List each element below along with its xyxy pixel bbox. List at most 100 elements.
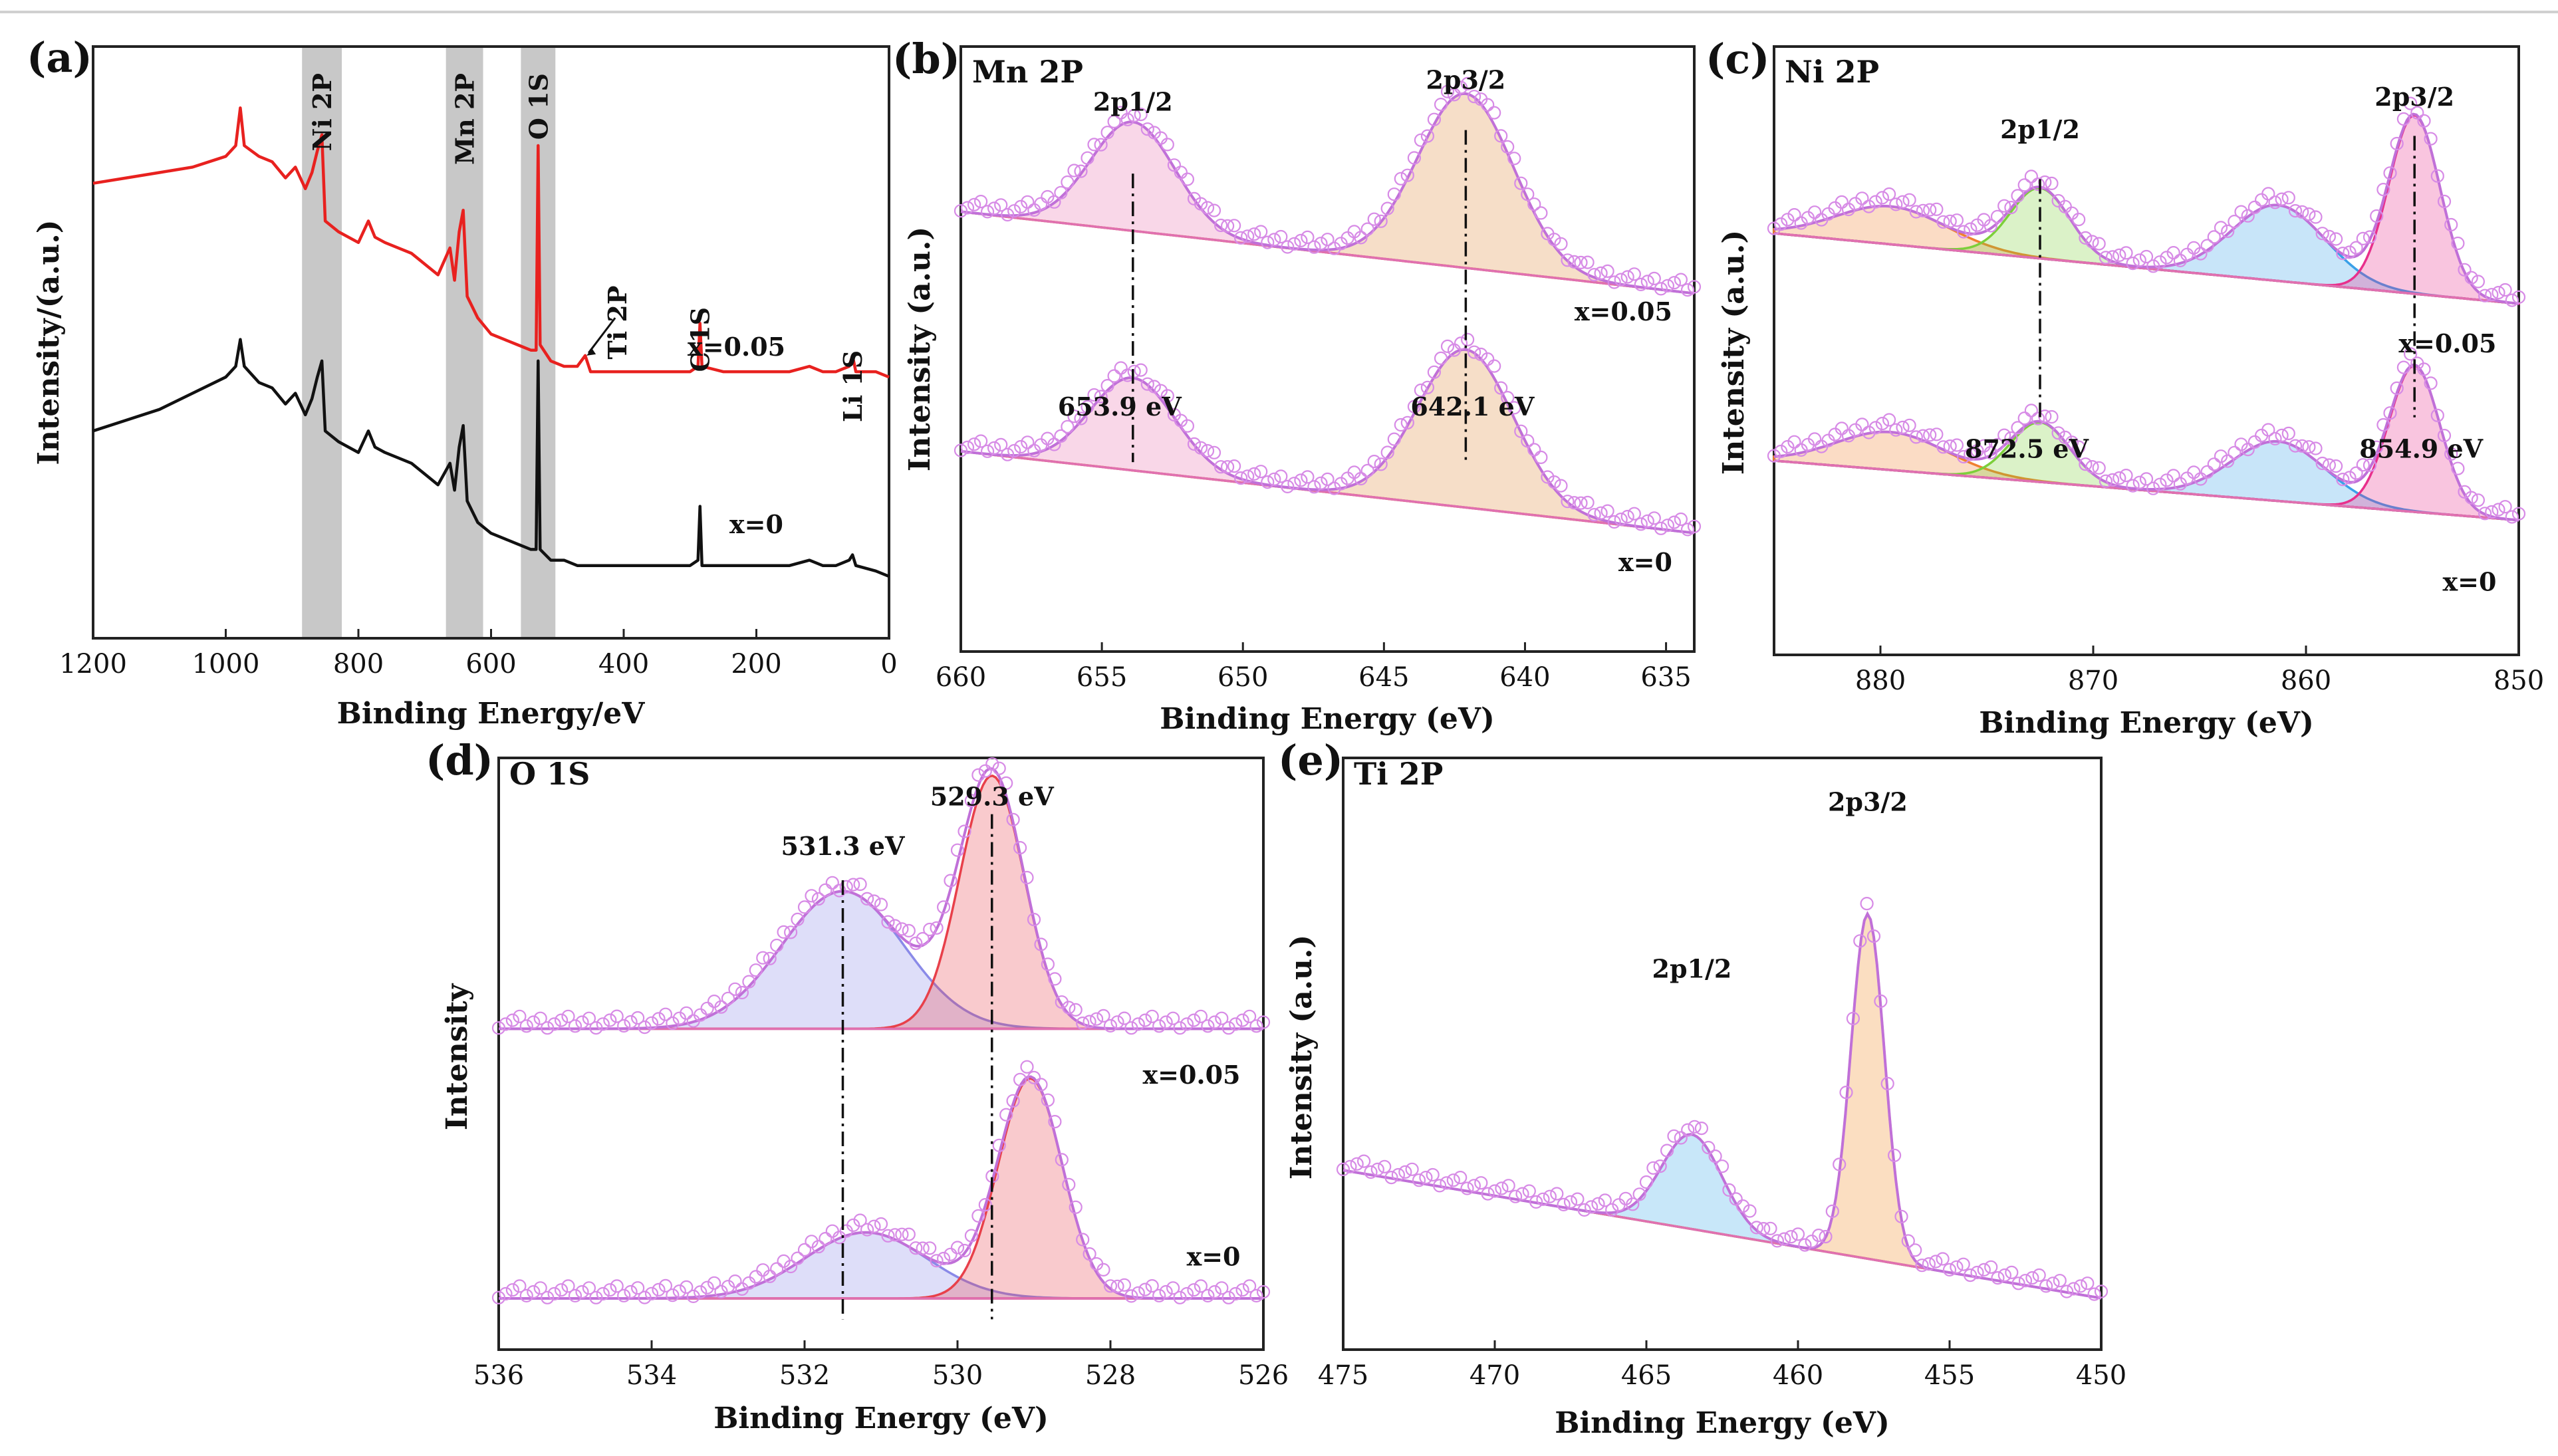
data-point	[805, 889, 819, 903]
data-point	[985, 757, 999, 771]
panel-a-annotations: Ni 2P Mn 2P O 1S Ti 2P C 1S Li 1S x=0.05 x=0	[307, 73, 868, 539]
data-point	[1875, 191, 1889, 205]
data-point	[491, 1290, 506, 1304]
data-point	[1400, 416, 1414, 429]
data-point	[561, 1279, 575, 1293]
data-point	[1014, 199, 1028, 213]
data-point	[763, 1269, 777, 1283]
data-point	[832, 884, 846, 898]
data-point	[1127, 108, 1141, 122]
fit-envelope	[499, 1075, 1263, 1300]
data-point	[1261, 235, 1275, 249]
data-point	[1067, 164, 1081, 178]
data-point	[1529, 1195, 1543, 1209]
panel-b-ticks: 660 655 650 645 640 635	[936, 642, 1692, 693]
data-point	[1534, 450, 1548, 465]
data-point	[978, 1197, 992, 1212]
data-point	[749, 963, 763, 977]
data-point	[568, 1288, 582, 1303]
data-point	[589, 1290, 603, 1304]
panel-e-ticks: 475 470 465 460 455 450	[1318, 1340, 2126, 1391]
data-point	[1076, 1016, 1090, 1031]
data-point	[2241, 209, 2255, 223]
fit-baseline	[1773, 232, 2519, 305]
data-point	[2166, 469, 2180, 483]
panel-d-letter: (d)	[426, 736, 493, 785]
data-point	[1081, 400, 1094, 414]
data-point	[2011, 189, 2025, 203]
data-point	[1055, 1153, 1069, 1167]
data-point	[2261, 187, 2275, 201]
x-tick-label: 635	[1640, 662, 1691, 693]
data-point	[1527, 443, 1541, 457]
data-point	[2322, 458, 2336, 472]
panel-d-title: O 1S	[509, 756, 590, 792]
data-point	[1808, 432, 1822, 446]
data-point	[505, 1013, 520, 1027]
x-tick-label: 536	[473, 1360, 524, 1391]
data-point	[1534, 206, 1548, 220]
data-point	[971, 1209, 985, 1223]
panel-a-ticks: 1200 1000 800 600 400 200 0	[59, 629, 898, 679]
panel-c-xlabel: Binding Energy (eV)	[1979, 706, 2314, 740]
data-point	[1527, 197, 1541, 211]
data-point	[888, 1228, 902, 1242]
data-point	[1301, 470, 1315, 484]
data-point	[1110, 1015, 1124, 1029]
data-point	[666, 1288, 680, 1302]
data-point	[1180, 1286, 1194, 1301]
data-point	[2234, 205, 2248, 219]
data-point	[1916, 203, 1930, 217]
data-point	[2505, 510, 2519, 524]
data-point	[1194, 197, 1208, 211]
data-point	[819, 1231, 832, 1246]
data-point	[1227, 459, 1241, 473]
data-point	[2099, 474, 2112, 488]
peak-label: 531.3 eV	[781, 831, 906, 861]
data-point	[1522, 1184, 1536, 1198]
data-point	[1680, 523, 1695, 537]
data-point	[644, 1286, 659, 1300]
data-point	[1743, 1204, 1757, 1218]
data-point	[1041, 957, 1055, 971]
data-point	[1936, 215, 1950, 229]
data-point	[2281, 191, 2295, 205]
data-point	[2072, 440, 2086, 454]
annotation-arrow	[587, 317, 616, 354]
data-point	[1083, 1015, 1096, 1029]
data-point	[1354, 471, 1368, 486]
data-point	[1915, 1259, 1929, 1273]
data-point	[1581, 495, 1595, 510]
data-point	[1103, 1279, 1118, 1293]
data-point	[2085, 459, 2099, 474]
data-point	[1367, 454, 1381, 469]
data-point	[950, 1241, 965, 1255]
data-point	[1214, 460, 1228, 474]
data-point	[1235, 1283, 1249, 1297]
data-point	[1722, 1183, 1736, 1197]
series-label: x=0	[1618, 547, 1672, 577]
data-point	[1013, 1072, 1027, 1086]
data-point	[1454, 1170, 1468, 1185]
panel-e-letter: (e)	[1278, 736, 1343, 785]
data-point	[1715, 1159, 1729, 1173]
data-point	[2383, 166, 2397, 180]
data-point	[2430, 169, 2444, 183]
data-point	[2363, 230, 2377, 244]
data-point	[1021, 435, 1035, 449]
data-point	[1134, 108, 1148, 122]
data-point	[2067, 1282, 2081, 1296]
data-point	[1440, 339, 1455, 354]
data-point	[680, 1280, 694, 1294]
data-point	[2194, 472, 2208, 486]
data-point	[980, 205, 995, 219]
data-point	[1594, 506, 1608, 520]
data-point	[2058, 430, 2072, 445]
data-point	[1674, 273, 1688, 287]
data-point	[2336, 472, 2350, 487]
data-point	[1160, 138, 1174, 152]
data-point	[1880, 1076, 1894, 1091]
data-point	[2025, 1271, 2039, 1285]
data-point	[2309, 441, 2323, 455]
data-point	[2437, 194, 2452, 209]
